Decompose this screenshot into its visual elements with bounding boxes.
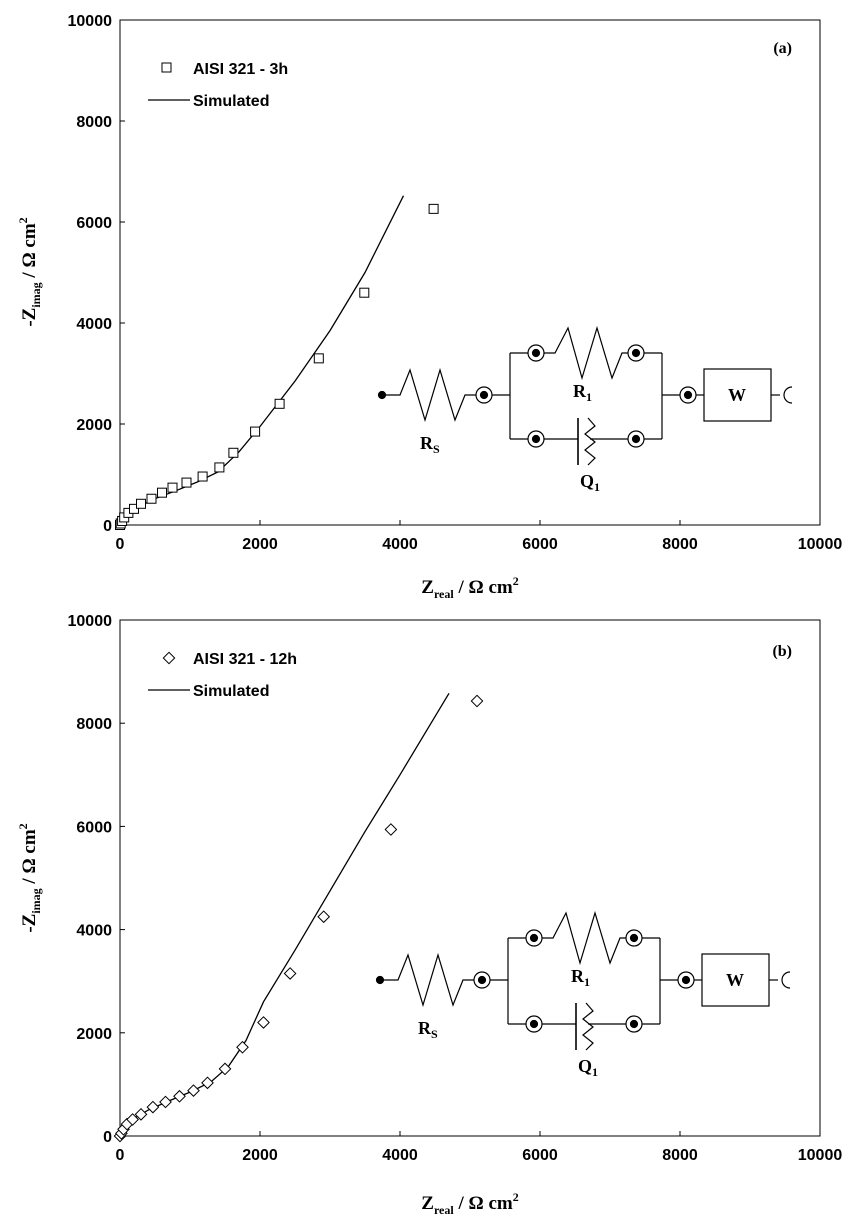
x-tick-label: 10000 (798, 536, 843, 553)
y-tick-label: 4000 (76, 923, 112, 940)
data-point-square (157, 487, 167, 498)
x-tick-label: 2000 (242, 1147, 278, 1164)
y-tick-label: 10000 (68, 13, 113, 30)
label-rs-b: RS (418, 1018, 438, 1041)
data-point-diamond (384, 823, 398, 836)
data-point-diamond (283, 967, 297, 980)
x-tick-label: 6000 (522, 1147, 558, 1164)
y-tick-label: 2000 (76, 417, 112, 434)
resistor-rs (382, 367, 476, 423)
data-point-diamond (236, 1040, 249, 1054)
data-point-square (181, 477, 192, 488)
data-point-square (214, 462, 225, 473)
label-r1-a: R1 (573, 381, 592, 404)
data-point-square (197, 471, 208, 482)
x-tick-label: 0 (116, 536, 125, 553)
label-q1-a: Q1 (580, 471, 600, 494)
legend-label-sim-a: Simulated (193, 93, 269, 110)
chart-panel-a: 0 2000 4000 6000 8000 10000 0 2000 4000 6000 8000… (16, 13, 842, 601)
data-point-diamond (134, 1107, 148, 1121)
data-point-square (359, 287, 370, 298)
simulated-line (119, 195, 405, 526)
data-point-diamond (146, 1100, 160, 1114)
label-q1-b: Q1 (578, 1056, 598, 1079)
panel-label-a: (a) (773, 40, 792, 57)
y-axis-label-a: -Zimag / Ω cm2 (16, 217, 43, 326)
legend-a: AISI 321 - 3h Simulated (148, 61, 288, 110)
x-tick-label: 4000 (382, 1147, 418, 1164)
label-w-a: W (728, 385, 746, 405)
x-ticks-a: 0 2000 4000 6000 8000 10000 (116, 520, 843, 553)
data-point-square (313, 353, 324, 364)
y-tick-label: 0 (103, 518, 112, 535)
open-terminal (783, 386, 793, 404)
legend-label-data-b: AISI 321 - 12h (193, 651, 297, 668)
resistor-rs (380, 952, 474, 1008)
y-tick-label: 4000 (76, 316, 112, 333)
legend-b: AISI 321 - 12h Simulated (148, 651, 297, 700)
y-ticks-a: 0 2000 4000 6000 8000 10000 (68, 13, 125, 535)
y-tick-label: 0 (103, 1129, 112, 1146)
data-point-square (274, 398, 285, 409)
y-tick-label: 10000 (68, 613, 113, 630)
series-markers-a (115, 203, 439, 530)
legend-label-data-a: AISI 321 - 3h (193, 61, 288, 78)
data-point-square (129, 503, 139, 514)
y-tick-label: 6000 (76, 215, 112, 232)
label-w-b: W (726, 970, 744, 990)
label-rs-a: RS (420, 433, 440, 456)
circuit-diagram-a (377, 325, 793, 466)
resistor-r1 (542, 910, 626, 966)
data-point-diamond (317, 910, 331, 924)
y-ticks-b: 0 2000 4000 6000 8000 10000 (68, 613, 125, 1146)
x-tick-label: 0 (116, 1147, 125, 1164)
simulated-line (119, 692, 450, 1137)
chart-panel-b: 0 2000 4000 6000 8000 10000 0 2000 4000 6000 8000… (16, 613, 842, 1217)
plot-area-a (119, 19, 821, 526)
legend-marker-diamond (162, 651, 176, 665)
y-tick-label: 2000 (76, 1026, 112, 1043)
data-point-diamond (218, 1062, 232, 1076)
plot-area-b (119, 619, 821, 1137)
open-terminal (781, 971, 791, 989)
x-tick-label: 4000 (382, 536, 418, 553)
series-line-b (119, 692, 450, 1137)
data-point-square (146, 493, 157, 504)
x-tick-label: 10000 (798, 1147, 843, 1164)
series-markers-b (113, 694, 484, 1143)
panel-label-b: (b) (772, 643, 792, 660)
data-point-diamond (173, 1089, 186, 1103)
data-point-square (167, 482, 178, 493)
x-axis-label-b: Zreal / Ω cm2 (421, 1190, 518, 1217)
y-tick-label: 8000 (76, 114, 112, 131)
x-ticks-b: 0 2000 4000 6000 8000 10000 (116, 1131, 843, 1164)
x-tick-label: 2000 (242, 536, 278, 553)
circuit-diagram-b (375, 910, 791, 1051)
data-point-diamond (201, 1076, 214, 1090)
data-point-diamond (126, 1113, 139, 1126)
data-point-diamond (159, 1095, 172, 1109)
legend-label-sim-b: Simulated (193, 683, 269, 700)
data-point-diamond (187, 1084, 200, 1097)
x-tick-label: 6000 (522, 536, 558, 553)
y-tick-label: 6000 (76, 819, 112, 836)
resistor-r1 (544, 325, 628, 381)
data-point-square (228, 447, 239, 458)
x-tick-label: 8000 (662, 1147, 698, 1164)
y-tick-label: 8000 (76, 716, 112, 733)
data-point-diamond (257, 1016, 270, 1029)
data-point-diamond (470, 694, 484, 708)
data-point-square (428, 203, 439, 214)
y-axis-label-b: -Zimag / Ω cm2 (16, 823, 43, 932)
data-point-square (250, 426, 261, 437)
legend-marker-square (161, 62, 172, 73)
series-line-a (119, 195, 405, 526)
label-r1-b: R1 (571, 966, 590, 989)
x-tick-label: 8000 (662, 536, 698, 553)
x-axis-label-a: Zreal / Ω cm2 (421, 574, 518, 601)
data-point-square (136, 498, 146, 509)
